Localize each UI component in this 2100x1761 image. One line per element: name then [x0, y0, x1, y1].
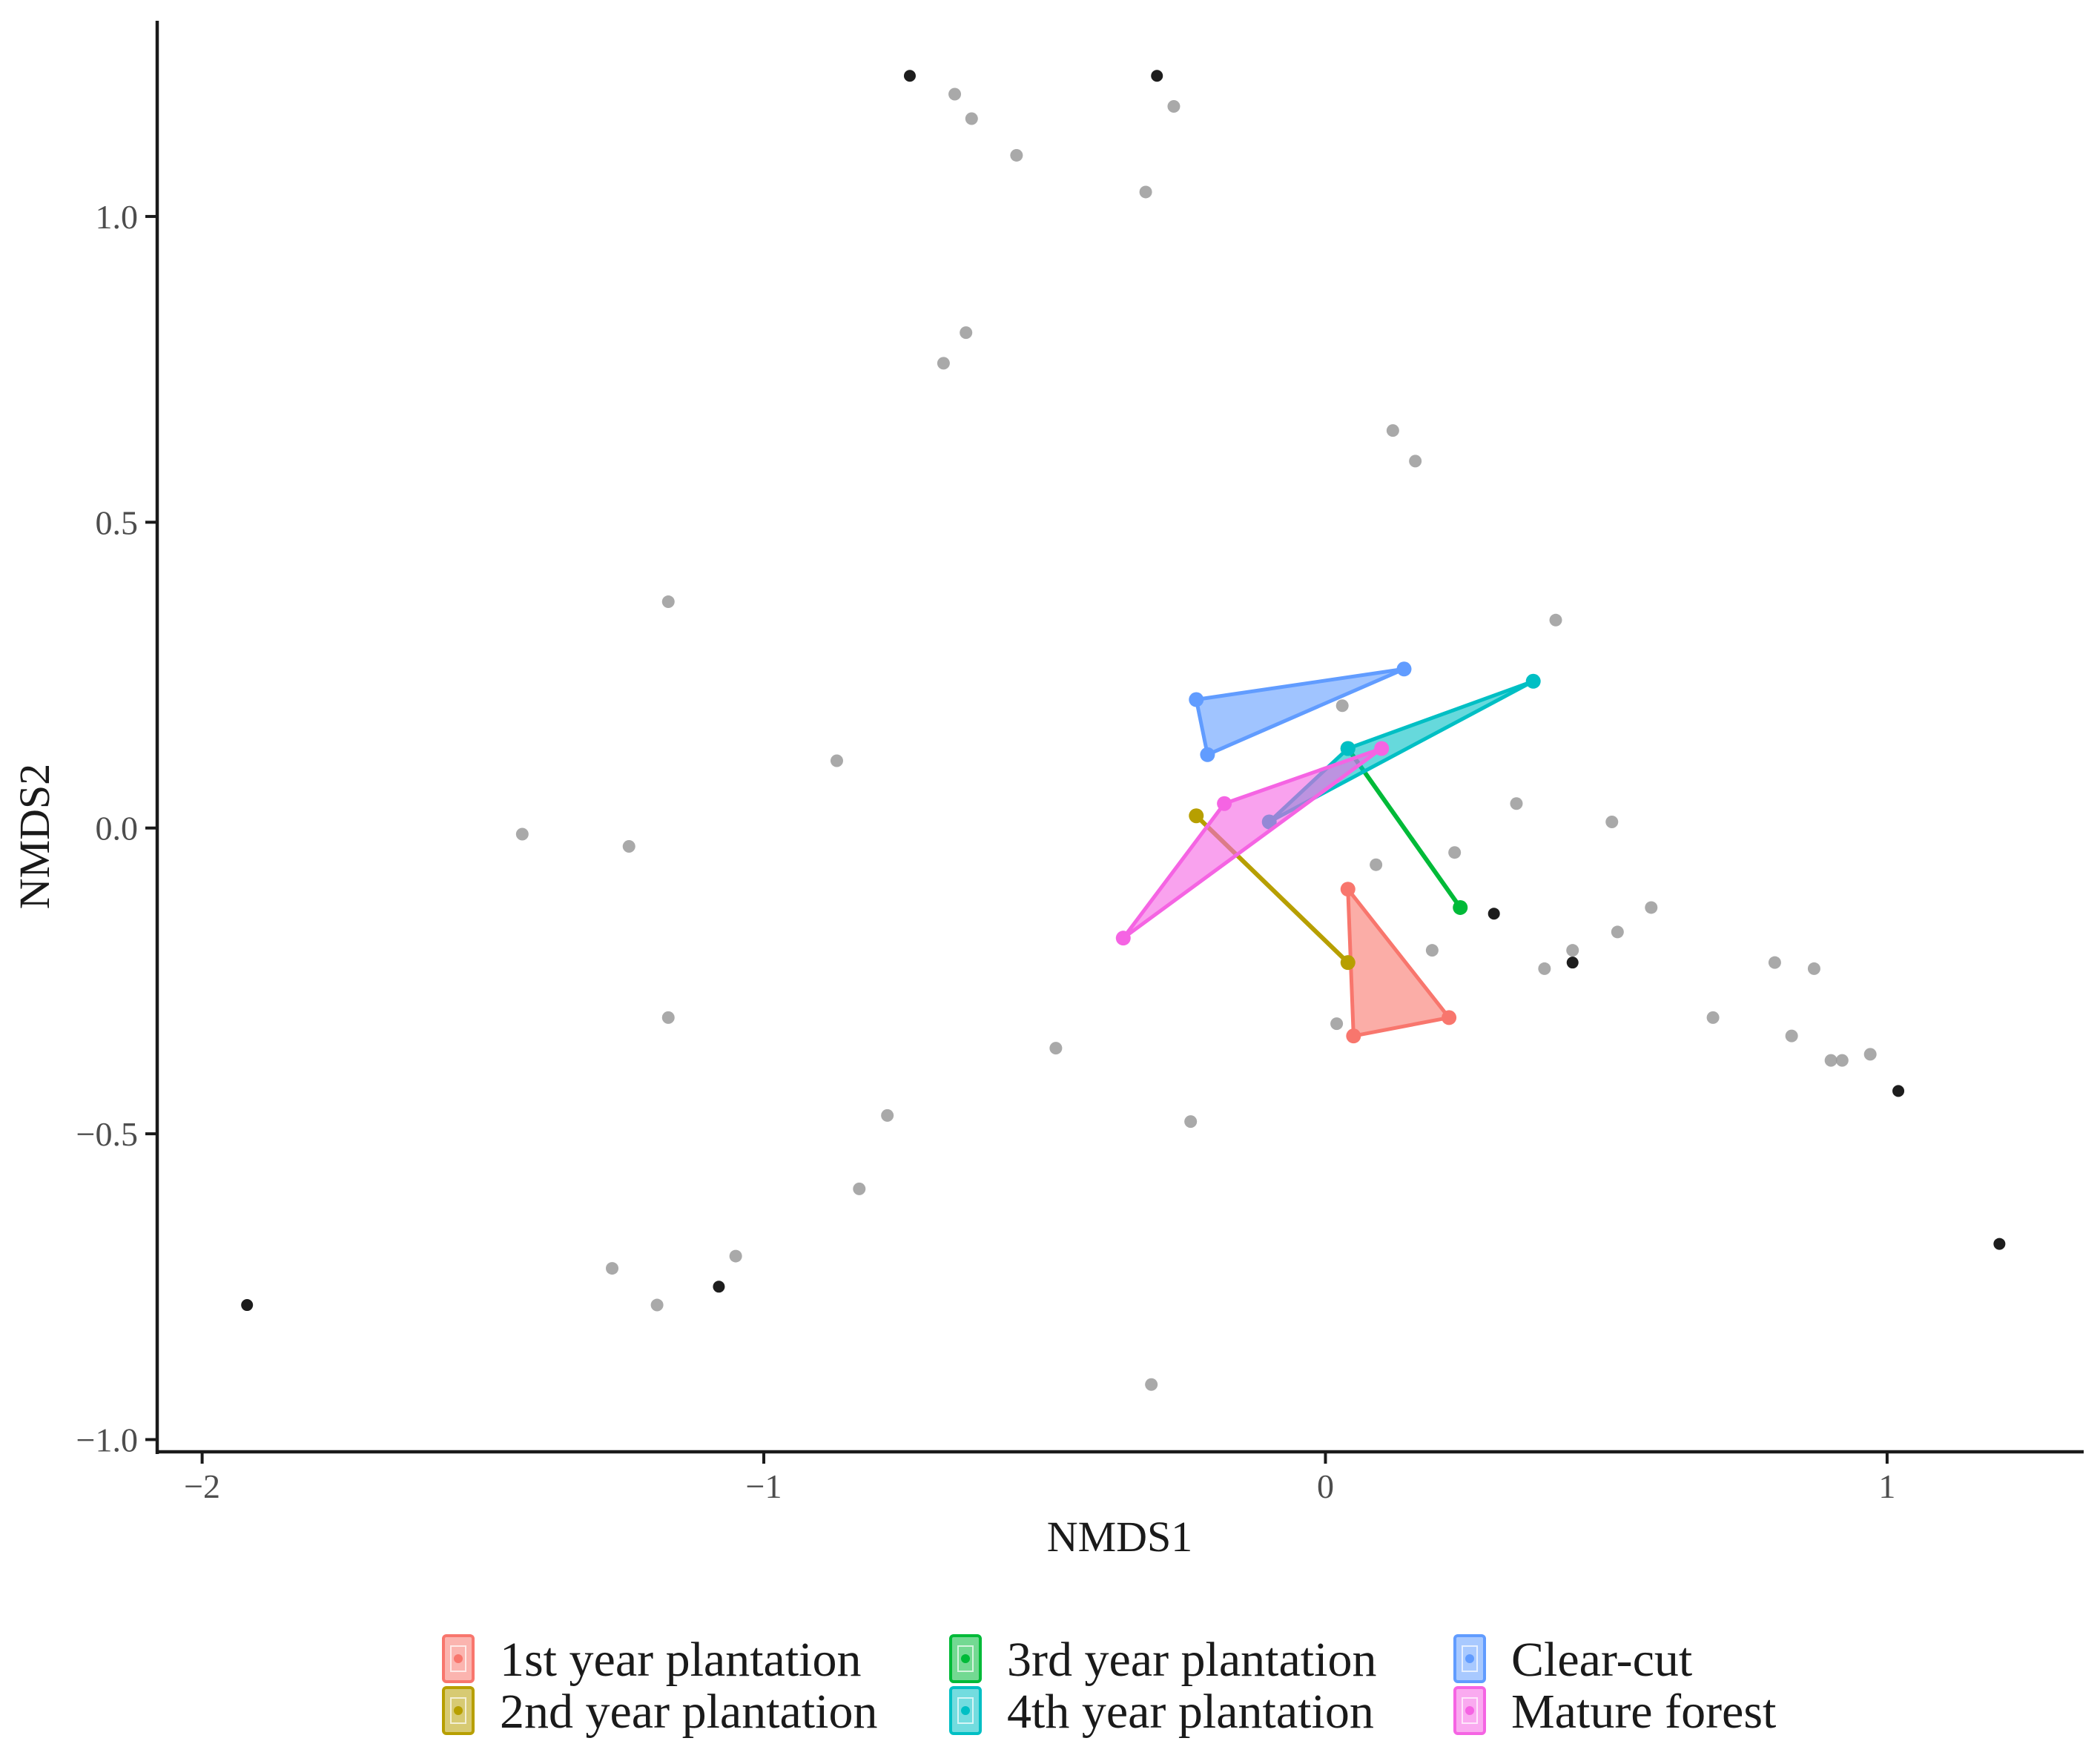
species-point	[606, 1262, 619, 1275]
species-points-layer	[241, 70, 2006, 1391]
species-point	[937, 357, 950, 370]
species-point	[903, 70, 916, 82]
group-point-1st-year-plantation	[1442, 1010, 1457, 1025]
group-point-mature-forest	[1374, 741, 1390, 756]
species-point	[1566, 957, 1579, 969]
species-point	[1785, 1029, 1798, 1043]
hull-mature-forest	[1121, 746, 1384, 940]
group-hulls-layer	[1115, 661, 1541, 1044]
axes-layer: −2 −1 0 1 −1.0 −0.5 0.0 0.5 1.0	[76, 21, 2084, 1505]
x-tick-label: 0	[1317, 1467, 1334, 1505]
legend-key-mature-forest	[1453, 1686, 1486, 1735]
legend-label-3rd-year-plantation: 3rd year plantation	[1007, 1633, 1376, 1687]
y-tick-label: −1.0	[76, 1421, 138, 1459]
species-point	[1566, 944, 1579, 957]
legend-key-clear-cut	[1453, 1634, 1486, 1683]
group-point-1st-year-plantation	[1346, 1028, 1361, 1044]
group-point-1st-year-plantation	[1340, 882, 1356, 897]
y-tick-label: 0.0	[96, 810, 139, 848]
group-point-4th-year-plantation	[1340, 741, 1356, 756]
species-point	[1151, 70, 1163, 82]
species-point	[1807, 962, 1820, 975]
species-point	[1409, 455, 1422, 468]
species-point	[713, 1281, 725, 1293]
species-point	[1139, 185, 1152, 199]
hull-clear-cut	[1194, 667, 1407, 757]
legend-key-4th-year-plantation	[949, 1686, 982, 1735]
x-tick-label: −1	[746, 1467, 782, 1505]
group-point-mature-forest	[1217, 796, 1232, 811]
species-point	[1892, 1085, 1905, 1097]
species-point	[1549, 613, 1562, 627]
y-tick-label: 1.0	[96, 198, 139, 236]
y-tick-label: −0.5	[76, 1115, 138, 1153]
group-point-clear-cut	[1189, 692, 1204, 707]
species-point	[1145, 1378, 1158, 1391]
legend-key-1st-year-plantation	[442, 1634, 475, 1683]
species-point	[1706, 1011, 1720, 1024]
legend-label-1st-year-plantation: 1st year plantation	[500, 1633, 862, 1687]
species-point	[515, 827, 529, 841]
x-tick-label: −2	[184, 1467, 220, 1505]
legend-key-2nd-year-plantation	[442, 1686, 475, 1735]
species-point	[1835, 1054, 1849, 1067]
species-point	[661, 595, 675, 609]
species-point	[1863, 1048, 1877, 1061]
x-axis-label: NMDS1	[1047, 1513, 1193, 1561]
species-point	[1993, 1238, 2006, 1250]
group-point-clear-cut	[1200, 747, 1215, 762]
species-point	[1611, 925, 1624, 939]
species-point	[650, 1298, 664, 1312]
legend-label-2nd-year-plantation: 2nd year plantation	[500, 1685, 878, 1739]
species-point	[661, 1011, 675, 1024]
group-point-2nd-year-plantation	[1340, 955, 1356, 971]
species-point	[960, 326, 973, 340]
species-point	[881, 1109, 894, 1122]
legend-key-3rd-year-plantation	[949, 1634, 982, 1683]
species-point	[853, 1182, 866, 1195]
species-point	[965, 112, 978, 125]
hull-1st-year-plantation	[1346, 887, 1451, 1038]
group-point-clear-cut	[1396, 661, 1412, 677]
hull-3rd-year-plantation	[1346, 747, 1462, 909]
species-point	[1645, 901, 1658, 914]
group-point-4th-year-plantation	[1525, 673, 1541, 689]
x-tick-label: 1	[1878, 1467, 1895, 1505]
species-point	[1370, 858, 1383, 871]
species-point	[1386, 424, 1399, 437]
y-axis-label: NMDS2	[10, 764, 59, 910]
species-point	[1448, 846, 1462, 859]
species-point	[1167, 99, 1181, 113]
legend-label-clear-cut: Clear-cut	[1511, 1633, 1692, 1687]
group-point-2nd-year-plantation	[1189, 808, 1204, 824]
species-point	[729, 1249, 742, 1263]
species-point	[1335, 699, 1349, 713]
group-point-3rd-year-plantation	[1453, 899, 1468, 915]
species-point	[1538, 962, 1551, 975]
species-point	[1330, 1017, 1344, 1031]
species-point	[241, 1299, 254, 1312]
species-point	[1768, 956, 1781, 969]
species-point	[1824, 1054, 1838, 1067]
species-point	[1510, 797, 1523, 810]
species-point	[1425, 944, 1439, 957]
species-point	[1488, 908, 1500, 920]
group-point-mature-forest	[1115, 931, 1131, 946]
legend-label-4th-year-plantation: 4th year plantation	[1007, 1685, 1374, 1739]
species-point	[622, 839, 635, 853]
species-point	[1184, 1115, 1198, 1129]
species-point	[1010, 148, 1023, 162]
y-tick-label: 0.5	[96, 503, 139, 541]
species-point	[948, 87, 962, 101]
species-point	[1605, 815, 1619, 828]
species-point	[1049, 1042, 1063, 1055]
legend-label-mature-forest: Mature forest	[1511, 1685, 1776, 1739]
species-point	[830, 754, 843, 767]
